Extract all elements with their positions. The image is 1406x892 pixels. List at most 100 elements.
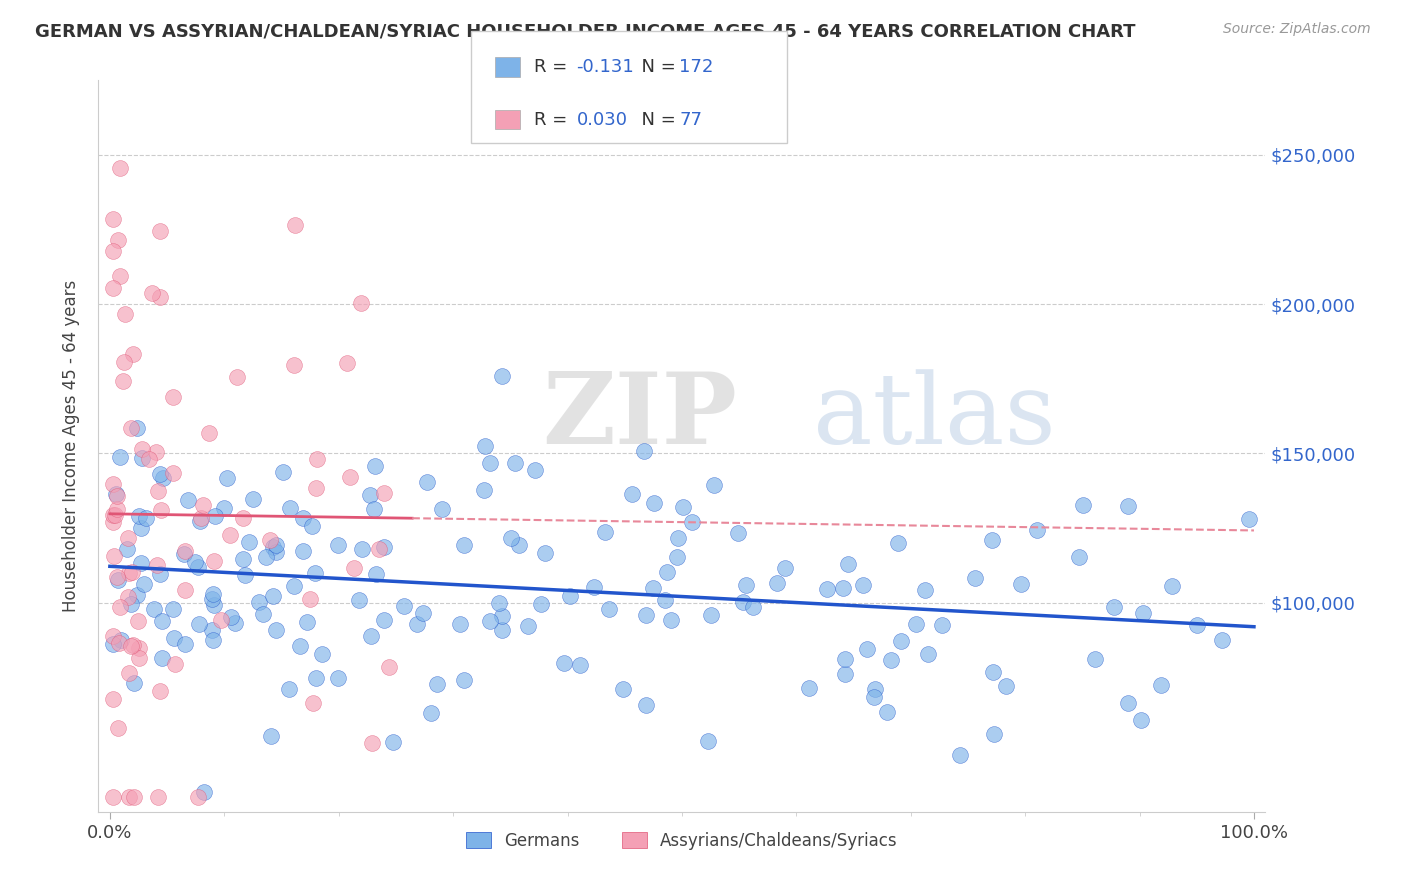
Point (202, 633, 225, 648)
Point (141, 286, 163, 301)
Point (204, 508, 226, 523)
Point (146, 789, 169, 804)
Point (143, 601, 166, 615)
Point (503, 456, 526, 470)
Point (1010, 577, 1032, 591)
Point (105, 489, 128, 503)
Point (361, 736, 384, 750)
Point (105, 502, 128, 516)
Point (478, 456, 501, 470)
Point (1187, 618, 1209, 632)
Point (373, 486, 395, 500)
Point (491, 608, 513, 623)
Point (453, 538, 475, 552)
Text: N =: N = (630, 58, 682, 76)
Text: 77: 77 (679, 111, 702, 128)
Text: 0.030: 0.030 (576, 111, 627, 128)
Point (295, 615, 318, 629)
Point (1237, 512, 1260, 526)
Point (162, 390, 184, 404)
Point (734, 578, 756, 592)
Point (125, 588, 148, 602)
Point (262, 589, 284, 603)
Point (305, 481, 328, 495)
Point (491, 623, 513, 637)
Point (426, 677, 449, 691)
Point (145, 445, 167, 459)
Point (834, 652, 856, 666)
Point (107, 573, 129, 587)
Point (963, 571, 986, 585)
Point (150, 651, 173, 665)
Point (149, 290, 172, 304)
Point (149, 567, 172, 582)
Point (420, 706, 443, 720)
Point (174, 637, 197, 651)
Point (163, 631, 186, 645)
Point (392, 599, 415, 613)
Point (488, 596, 510, 610)
Point (479, 614, 502, 628)
Point (259, 533, 281, 548)
Point (301, 519, 323, 533)
Point (643, 496, 665, 510)
Point (165, 657, 187, 672)
Point (363, 458, 385, 473)
Text: -0.131: -0.131 (576, 58, 634, 76)
Point (219, 528, 242, 542)
Point (995, 679, 1018, 693)
Point (299, 592, 322, 607)
Point (339, 469, 361, 483)
Point (112, 355, 135, 369)
Point (149, 223, 172, 237)
Point (150, 615, 173, 629)
Point (302, 697, 325, 711)
Point (291, 544, 314, 558)
Point (863, 681, 886, 696)
Point (103, 281, 125, 295)
Point (305, 671, 328, 685)
Point (138, 451, 160, 466)
Point (117, 590, 139, 604)
Point (765, 576, 787, 591)
Point (569, 657, 592, 672)
Point (430, 501, 453, 516)
Point (193, 785, 215, 799)
Point (225, 370, 247, 384)
Point (221, 610, 243, 624)
Point (131, 442, 153, 457)
Point (598, 601, 620, 615)
Point (367, 541, 389, 556)
Point (524, 463, 547, 477)
Point (146, 558, 169, 573)
Point (359, 488, 381, 502)
Point (1071, 498, 1094, 512)
Point (193, 499, 215, 513)
Point (120, 421, 142, 435)
Point (129, 556, 152, 570)
Point (1084, 652, 1107, 666)
Point (284, 218, 307, 232)
Point (120, 639, 142, 653)
Point (134, 577, 156, 591)
Point (120, 597, 142, 611)
Text: GERMAN VS ASSYRIAN/CHALDEAN/SYRIAC HOUSEHOLDER INCOME AGES 45 - 64 YEARS CORRELA: GERMAN VS ASSYRIAN/CHALDEAN/SYRIAC HOUSE… (35, 22, 1136, 40)
Point (131, 521, 153, 535)
Point (373, 540, 395, 554)
Point (672, 500, 695, 514)
Point (152, 471, 174, 485)
Point (217, 471, 239, 485)
Point (797, 681, 820, 695)
Point (405, 616, 427, 631)
Point (118, 566, 141, 580)
Point (773, 561, 796, 575)
Point (880, 653, 903, 667)
Legend: Germans, Assyrians/Chaldeans/Syriacs: Germans, Assyrians/Chaldeans/Syriacs (458, 823, 905, 858)
Point (188, 514, 211, 528)
Point (135, 511, 157, 525)
Point (665, 550, 688, 565)
Point (727, 525, 749, 540)
Point (981, 533, 1004, 548)
Point (131, 450, 153, 465)
Point (343, 561, 366, 575)
